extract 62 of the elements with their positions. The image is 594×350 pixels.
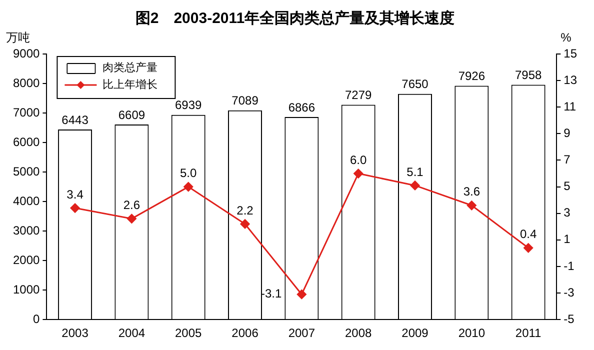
y-tick-label: 3000 xyxy=(12,223,40,238)
y-tick-label: 4000 xyxy=(12,194,40,208)
y2-tick-label: 9 xyxy=(564,126,571,140)
y-tick-label: 9000 xyxy=(12,46,40,60)
point xyxy=(126,214,136,224)
data-label: 7089 xyxy=(232,94,259,108)
data-label: 7958 xyxy=(514,68,542,82)
y-tick-label: 2000 xyxy=(12,252,40,267)
y2-tick-label: 11 xyxy=(564,99,576,114)
y2-tick-label: 3 xyxy=(564,206,571,220)
y2-tick-label: 1 xyxy=(564,232,571,246)
data-label: 2.6 xyxy=(123,198,140,212)
x-tick-label: 2011 xyxy=(515,326,542,340)
x-tick-label: 2008 xyxy=(344,326,372,340)
y2-tick-label: -3 xyxy=(564,285,575,300)
point xyxy=(354,168,364,178)
data-label: 3.4 xyxy=(66,187,84,202)
data-label: 3.6 xyxy=(463,184,480,199)
y-tick-label: 6000 xyxy=(12,134,40,149)
data-label: 7650 xyxy=(402,77,429,92)
y-tick-label: 5000 xyxy=(12,164,40,178)
data-label: 0.4 xyxy=(520,227,537,242)
chart-title: 图2 2003-2011年全国肉类总产量及其增长速度 xyxy=(135,9,455,28)
x-tick-label: 2009 xyxy=(402,326,429,340)
y2-tick-label: -5 xyxy=(564,312,575,326)
data-label: 6.0 xyxy=(350,152,367,167)
data-label: 2.2 xyxy=(236,203,254,218)
data-label: 7926 xyxy=(458,69,486,84)
y2-tick-label: 7 xyxy=(564,152,571,167)
y2-tick-label: 5 xyxy=(564,179,571,194)
point xyxy=(524,243,534,253)
point xyxy=(240,219,250,229)
y-tick-label: 0 xyxy=(33,312,40,326)
data-label: 6866 xyxy=(288,100,316,114)
data-label: 6609 xyxy=(118,108,146,122)
data-label: 6443 xyxy=(62,112,89,127)
data-label: 5.1 xyxy=(406,164,424,179)
x-tick-label: 2003 xyxy=(62,326,89,340)
x-tick-label: 2010 xyxy=(458,326,486,340)
y2-tick-label: 15 xyxy=(564,46,578,60)
x-tick-label: 2005 xyxy=(175,326,202,340)
data-label: 6939 xyxy=(175,98,202,112)
point xyxy=(70,203,80,213)
data-label: 5.0 xyxy=(180,166,198,180)
y-tick-label: 8000 xyxy=(12,76,40,90)
point xyxy=(410,180,420,190)
y-axis-title: 万吨 xyxy=(6,30,30,44)
y-tick-label: 7000 xyxy=(12,105,40,120)
data-label: -3.1 xyxy=(260,286,282,301)
y2-axis-title: % xyxy=(560,30,572,44)
point xyxy=(296,290,306,300)
point xyxy=(184,182,194,192)
legend-label: 肉类总产量 xyxy=(102,61,158,74)
point xyxy=(466,200,476,210)
x-tick-label: 2007 xyxy=(288,326,316,340)
legend-label: 比上年增长 xyxy=(102,78,158,92)
data-label: 7279 xyxy=(344,88,372,102)
y2-tick-label: -1 xyxy=(564,258,575,273)
y-tick-label: 1000 xyxy=(12,282,40,296)
x-tick-label: 2006 xyxy=(232,326,259,340)
x-tick-label: 2004 xyxy=(118,326,146,340)
y2-tick-label: 13 xyxy=(564,72,578,87)
